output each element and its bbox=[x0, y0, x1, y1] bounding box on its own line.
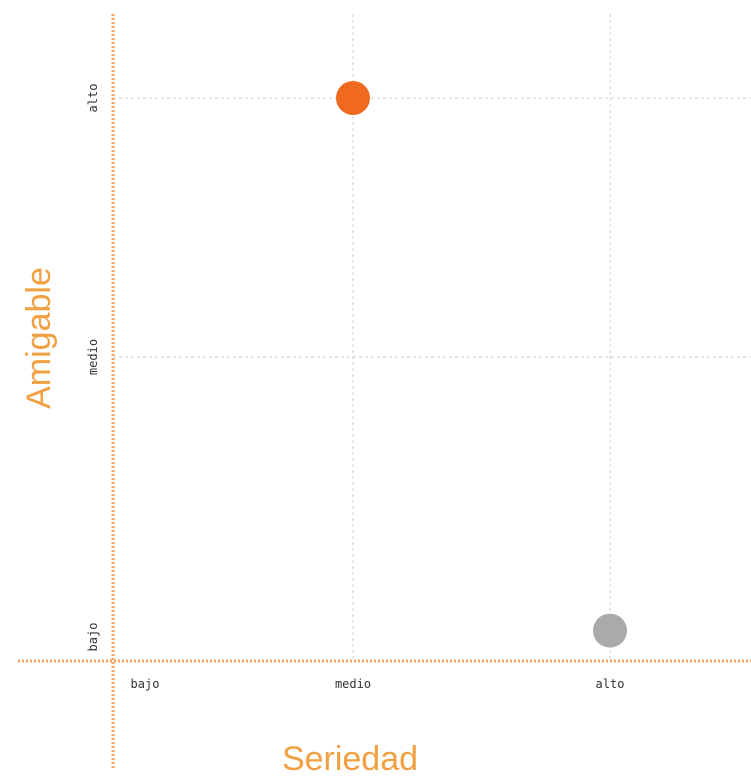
y-tick-label-bajo: bajo bbox=[86, 623, 100, 652]
data-points bbox=[336, 81, 627, 648]
y-axis-title: Amigable bbox=[20, 267, 58, 409]
tick-labels: bajo medio alto bajo medio alto bbox=[86, 84, 624, 691]
x-tick-label-bajo: bajo bbox=[131, 677, 160, 691]
data-point-1 bbox=[336, 81, 370, 115]
axes bbox=[18, 14, 751, 770]
x-tick-label-medio: medio bbox=[335, 677, 371, 691]
data-point-2 bbox=[593, 613, 627, 648]
y-tick-label-medio: medio bbox=[86, 339, 100, 375]
grid-lines bbox=[113, 14, 751, 661]
x-tick-label-alto: alto bbox=[596, 677, 625, 691]
y-tick-label-alto: alto bbox=[86, 84, 100, 113]
x-axis-title: Seriedad bbox=[282, 740, 418, 776]
